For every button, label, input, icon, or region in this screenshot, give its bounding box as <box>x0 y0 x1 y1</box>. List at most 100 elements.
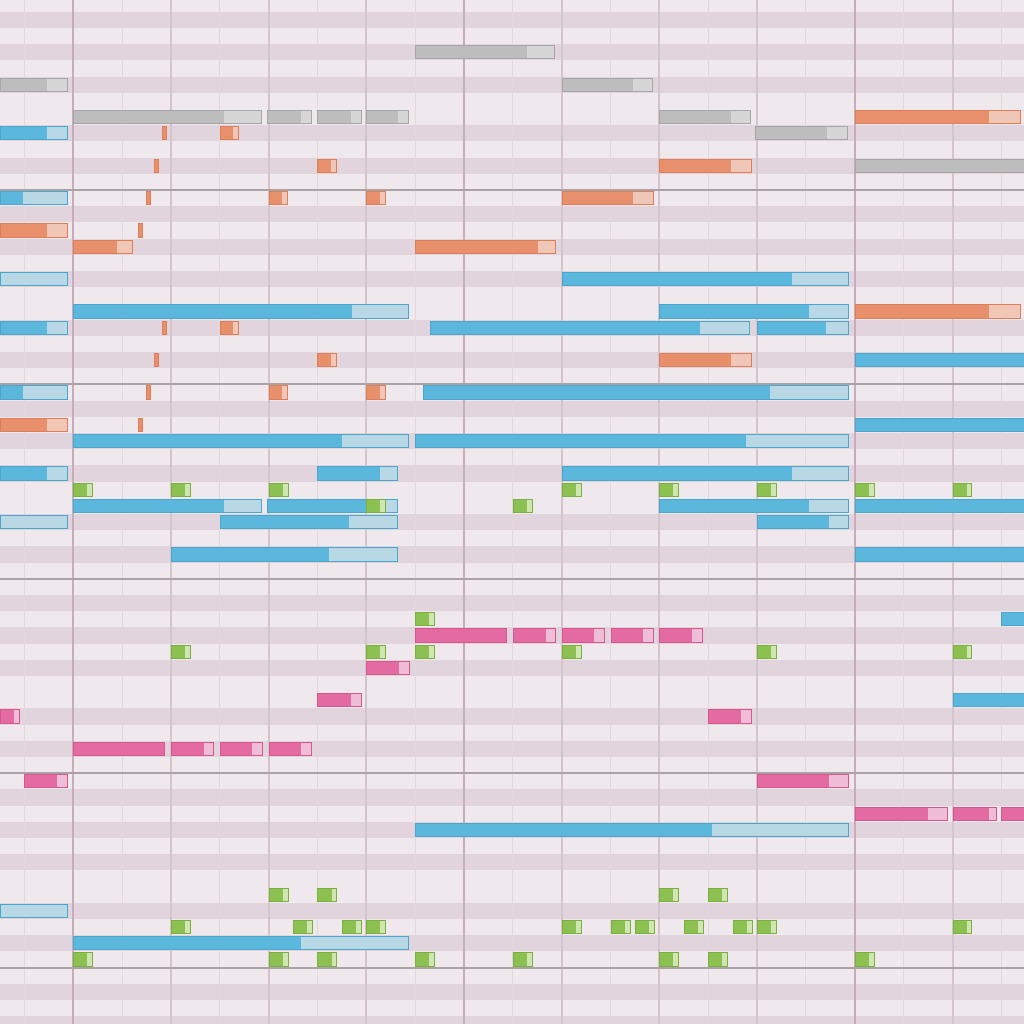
note-orange[interactable] <box>154 158 160 173</box>
note-gray[interactable] <box>561 77 654 92</box>
note-blue[interactable] <box>854 498 1024 513</box>
note-green[interactable] <box>366 920 387 935</box>
note-blue[interactable] <box>423 385 850 400</box>
note-pink[interactable] <box>1001 806 1024 821</box>
note-blue[interactable] <box>561 272 850 287</box>
note-orange[interactable] <box>317 353 337 368</box>
note-blue[interactable] <box>0 320 68 335</box>
note-orange[interactable] <box>366 191 386 206</box>
note-blue[interactable] <box>0 272 68 287</box>
note-green[interactable] <box>708 887 729 902</box>
note-pink[interactable] <box>512 628 557 643</box>
note-orange[interactable] <box>268 385 289 400</box>
note-green[interactable] <box>561 920 582 935</box>
note-green[interactable] <box>512 952 533 967</box>
note-gray[interactable] <box>415 45 555 60</box>
note-gray[interactable] <box>73 110 262 125</box>
note-green[interactable] <box>415 952 436 967</box>
note-orange[interactable] <box>219 320 239 335</box>
note-gray[interactable] <box>317 110 362 125</box>
note-gray[interactable] <box>0 77 68 92</box>
note-blue[interactable] <box>0 515 68 530</box>
note-orange[interactable] <box>138 417 144 432</box>
note-orange[interactable] <box>366 385 386 400</box>
note-green[interactable] <box>732 920 753 935</box>
note-green[interactable] <box>73 482 94 497</box>
note-blue[interactable] <box>659 498 850 513</box>
note-green[interactable] <box>708 952 729 967</box>
note-blue[interactable] <box>317 466 399 481</box>
note-green[interactable] <box>341 920 362 935</box>
note-green[interactable] <box>634 920 655 935</box>
note-pink[interactable] <box>170 741 215 756</box>
note-green[interactable] <box>610 920 631 935</box>
note-blue[interactable] <box>0 191 68 206</box>
note-blue[interactable] <box>0 466 68 481</box>
note-blue[interactable] <box>415 822 850 837</box>
note-green[interactable] <box>757 920 778 935</box>
note-pink[interactable] <box>854 806 949 821</box>
note-green[interactable] <box>659 952 680 967</box>
note-blue[interactable] <box>1001 612 1024 627</box>
note-green[interactable] <box>317 887 338 902</box>
note-blue[interactable] <box>415 434 850 449</box>
note-blue[interactable] <box>0 126 68 141</box>
note-pink[interactable] <box>219 741 264 756</box>
note-pink[interactable] <box>268 741 313 756</box>
note-pink[interactable] <box>24 774 68 789</box>
note-gray[interactable] <box>659 110 752 125</box>
note-orange[interactable] <box>0 417 68 432</box>
note-green[interactable] <box>366 644 387 659</box>
note-blue[interactable] <box>73 434 410 449</box>
note-pink[interactable] <box>659 628 703 643</box>
note-green[interactable] <box>683 920 704 935</box>
note-blue[interactable] <box>0 385 68 400</box>
note-blue[interactable] <box>267 498 399 513</box>
note-green[interactable] <box>757 644 778 659</box>
note-orange[interactable] <box>268 191 289 206</box>
note-blue[interactable] <box>170 547 399 562</box>
note-green[interactable] <box>415 644 436 659</box>
note-blue[interactable] <box>73 498 262 513</box>
note-orange[interactable] <box>138 223 144 238</box>
note-green[interactable] <box>952 482 973 497</box>
note-blue[interactable] <box>757 320 850 335</box>
note-green[interactable] <box>170 644 191 659</box>
note-orange[interactable] <box>854 304 1022 319</box>
note-green[interactable] <box>293 920 313 935</box>
note-green[interactable] <box>854 952 875 967</box>
note-orange[interactable] <box>415 239 556 254</box>
note-blue[interactable] <box>854 547 1024 562</box>
note-green[interactable] <box>659 887 680 902</box>
note-gray[interactable] <box>366 110 410 125</box>
note-blue[interactable] <box>561 466 850 481</box>
note-gray[interactable] <box>754 126 848 141</box>
note-orange[interactable] <box>146 191 152 206</box>
note-green[interactable] <box>952 644 973 659</box>
note-green[interactable] <box>73 952 94 967</box>
note-pink[interactable] <box>757 774 850 789</box>
note-blue[interactable] <box>73 936 410 951</box>
note-orange[interactable] <box>854 110 1022 125</box>
note-pink[interactable] <box>366 660 410 675</box>
note-pink[interactable] <box>952 806 997 821</box>
note-green[interactable] <box>170 482 191 497</box>
note-green[interactable] <box>512 498 533 513</box>
note-pink[interactable] <box>0 709 20 724</box>
note-green[interactable] <box>268 482 289 497</box>
note-orange[interactable] <box>146 385 152 400</box>
note-green[interactable] <box>952 920 973 935</box>
note-orange[interactable] <box>162 320 168 335</box>
note-green[interactable] <box>659 482 680 497</box>
note-orange[interactable] <box>659 353 752 368</box>
note-blue[interactable] <box>429 320 751 335</box>
note-blue[interactable] <box>73 304 410 319</box>
note-green[interactable] <box>561 644 582 659</box>
note-green[interactable] <box>415 612 436 627</box>
note-pink[interactable] <box>317 693 362 708</box>
note-blue[interactable] <box>757 515 850 530</box>
note-green[interactable] <box>268 952 289 967</box>
note-blue[interactable] <box>659 304 850 319</box>
note-green[interactable] <box>561 482 582 497</box>
note-green[interactable] <box>170 920 191 935</box>
